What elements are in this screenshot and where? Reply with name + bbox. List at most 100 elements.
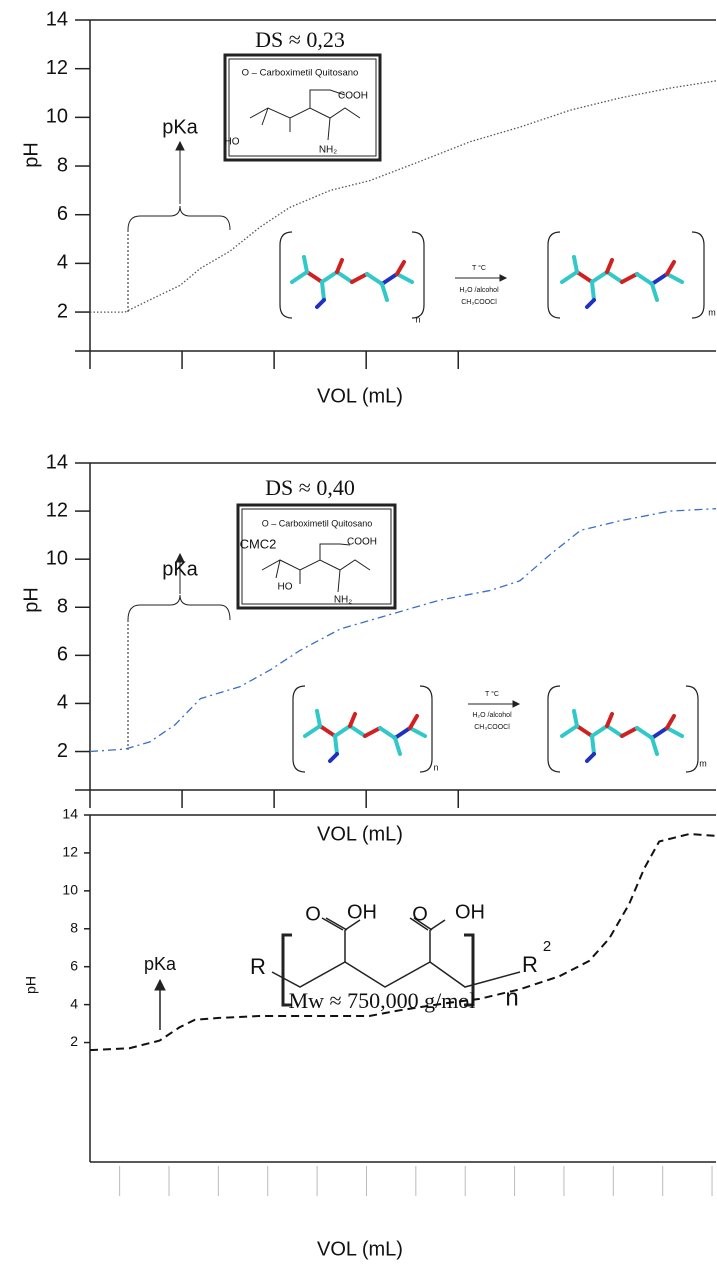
annotation: COOH (347, 537, 377, 548)
y-axis-label: pH (20, 142, 42, 168)
molecule-bond (352, 274, 367, 282)
arrow-head (513, 701, 519, 707)
y-tick-label: 12 (46, 499, 68, 521)
y-tick-label: 6 (57, 203, 68, 225)
annotation: m (708, 307, 716, 317)
annotation: n (433, 762, 438, 772)
molecule-bond (337, 260, 342, 272)
annotation: CH₃COOCl (461, 299, 497, 306)
molecule-bond (397, 274, 412, 282)
molecule-bond (652, 284, 657, 300)
y-tick-label: 14 (62, 806, 78, 822)
annotation: DS ≈ 0,40 (265, 475, 355, 500)
molecule-bond (350, 714, 355, 726)
y-tick-label: 10 (46, 106, 68, 128)
molecule-bond (577, 726, 592, 736)
annotation: n (415, 314, 420, 324)
brace (128, 595, 230, 620)
molecule-bond (317, 300, 324, 307)
molecule-bond (350, 726, 365, 736)
molecule-bond (607, 714, 612, 726)
molecule-bond (337, 272, 352, 282)
arrow-head (500, 275, 506, 281)
molecule-bond (652, 738, 657, 754)
y-tick-label: 2 (70, 1033, 78, 1049)
molecule-bond (574, 257, 577, 272)
chart: 2 4 6 8 10 12 14 pH VOL (mL) DS ≈ 0,23 pKa O – Carb… (0, 0, 717, 1277)
molecule-bond (667, 728, 682, 736)
molecule-bond (320, 726, 335, 736)
annotation: pKa (144, 954, 177, 974)
molecule-bond (365, 728, 380, 736)
brace (128, 206, 230, 230)
molecule-bond (382, 284, 387, 300)
annotation: H₂O /alcohol (472, 712, 512, 719)
molecule-bond (335, 726, 350, 736)
annotation: CH₃COOCl (474, 724, 510, 731)
molecule-bond (395, 738, 400, 754)
data-line (90, 834, 716, 1050)
molecule-bond (305, 726, 320, 736)
molecule-bond (592, 282, 594, 300)
molecule-bond (652, 274, 667, 284)
molecule-bond (367, 274, 382, 284)
y-tick-label: 8 (70, 919, 78, 935)
y-tick-label: 12 (62, 844, 78, 860)
annotation: NH₂ (319, 145, 337, 156)
x-axis-label: VOL (mL) (317, 1238, 403, 1260)
annotation: OH (455, 901, 485, 923)
molecule-bond (397, 262, 404, 274)
annotation: T °C (472, 264, 486, 272)
molecule-bond (292, 272, 307, 282)
arrow-head (176, 142, 184, 150)
x-axis-label: VOL (mL) (317, 823, 403, 845)
molecule-bond (607, 272, 622, 282)
molecule-bond (667, 274, 682, 282)
data-line (90, 509, 716, 752)
molecule-bond (607, 260, 612, 272)
y-tick-label: 10 (62, 882, 78, 898)
molecule-bond (667, 262, 674, 274)
decor (128, 55, 704, 1030)
page: {"chart_data": [ {"type": "line", "y_lab… (0, 0, 717, 1277)
annotation: H₂O /alcohol (459, 287, 499, 294)
molecule-bond (330, 754, 337, 761)
molecule-bond (667, 716, 674, 728)
molecule-bond (335, 736, 337, 754)
annotation: O (412, 903, 428, 925)
annotation: DS ≈ 0,23 (255, 27, 345, 52)
y-tick-label: 8 (57, 154, 68, 176)
annotation: 2 (543, 938, 551, 955)
annotation: NH₂ (334, 595, 352, 606)
annotation: n (505, 984, 518, 1011)
arrow-head (155, 980, 165, 990)
annotation: HO (225, 137, 240, 148)
molecule-bond (577, 272, 592, 282)
y-axis-label: pH (20, 587, 42, 613)
molecule-bond (637, 274, 652, 284)
annotation: O – Carboximetil Quitosano (262, 518, 373, 528)
annotation: R (522, 952, 538, 977)
molecule-bond (562, 726, 577, 736)
annotation: R (250, 954, 266, 979)
molecule-bond (587, 754, 594, 761)
x-axis-label: VOL (mL) (317, 385, 403, 407)
y-tick-label: 14 (46, 8, 68, 30)
y-tick-label: 4 (57, 692, 68, 714)
annotation: CMC2 (240, 536, 277, 551)
molecule-bond (637, 728, 652, 738)
annotation: COOH (338, 91, 368, 102)
molecule-bond (607, 726, 622, 736)
annotation: O – Carboximetil Quitosano (242, 68, 359, 79)
annotation: pKa (162, 558, 198, 580)
molecule-bond (592, 736, 594, 754)
molecule-bond (587, 300, 594, 307)
molecule-bond (307, 272, 322, 282)
annotation: Mw ≈ 750,000 g/mol (289, 988, 476, 1013)
molecule-bond (304, 257, 307, 272)
molecule-bond (622, 274, 637, 282)
molecule-bond (562, 272, 577, 282)
y-tick-label: 10 (46, 547, 68, 569)
y-tick-label: 8 (57, 596, 68, 618)
y-tick-label: 6 (57, 644, 68, 666)
